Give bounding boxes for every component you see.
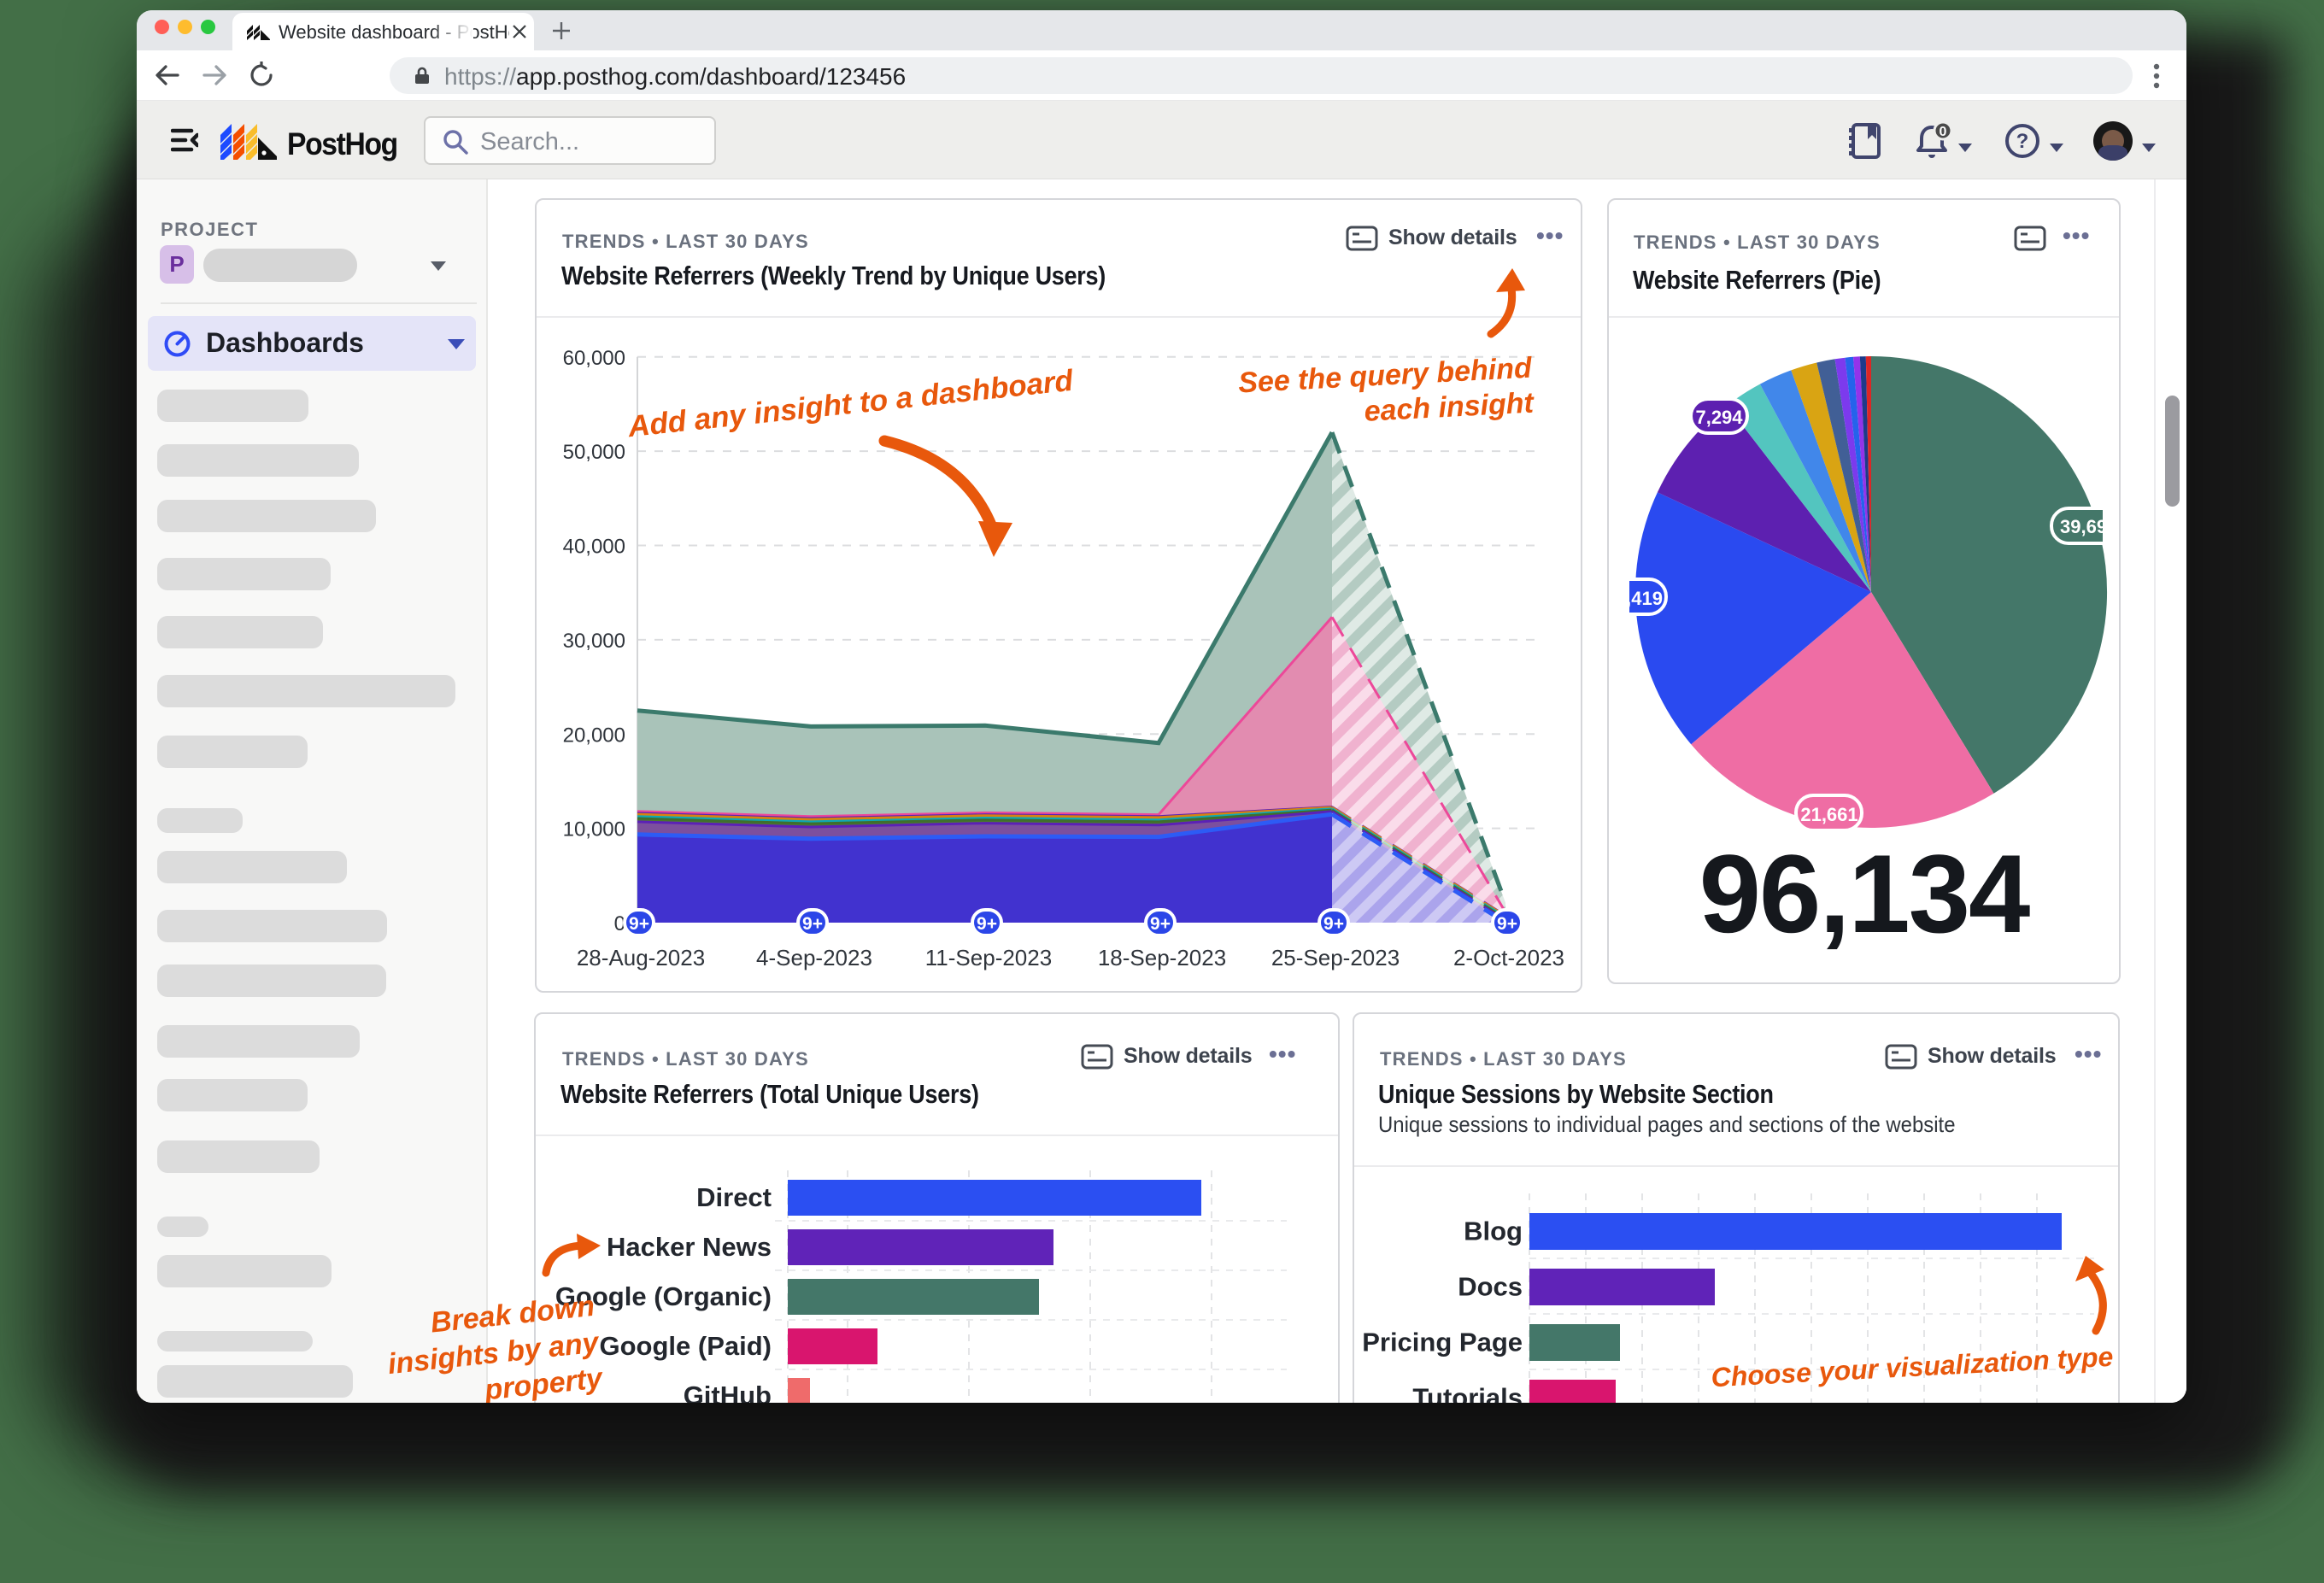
svg-text:21,661: 21,661: [1800, 804, 1857, 825]
svg-text:30,000: 30,000: [563, 630, 625, 653]
svg-text:40,000: 40,000: [563, 536, 625, 559]
svg-text:Pricing Page: Pricing Page: [1362, 1328, 1523, 1357]
svg-text:9+: 9+: [629, 914, 649, 934]
svg-text:0: 0: [614, 912, 625, 935]
svg-text:GitHub: GitHub: [684, 1381, 772, 1403]
svg-text:20,000: 20,000: [563, 724, 625, 747]
svg-text:9+: 9+: [802, 914, 823, 934]
svg-text:28-Aug-2023: 28-Aug-2023: [577, 945, 705, 970]
svg-text:7,294: 7,294: [1695, 407, 1743, 428]
svg-text:10,000: 10,000: [563, 818, 625, 841]
svg-text:17,419: 17,419: [1609, 588, 1663, 609]
svg-text:Google (Paid): Google (Paid): [600, 1331, 772, 1361]
svg-text:9+: 9+: [977, 914, 997, 934]
svg-text:50,000: 50,000: [563, 441, 625, 464]
svg-text:?: ?: [2016, 130, 2029, 153]
svg-text:0: 0: [1940, 125, 1947, 139]
svg-text:2-Oct-2023: 2-Oct-2023: [1453, 945, 1564, 970]
svg-text:Hacker News: Hacker News: [607, 1232, 772, 1262]
svg-text:60,000: 60,000: [563, 347, 625, 370]
svg-text:9+: 9+: [1150, 914, 1171, 934]
svg-text:Blog: Blog: [1464, 1217, 1523, 1246]
svg-text:11-Sep-2023: 11-Sep-2023: [925, 945, 1052, 970]
svg-text:Google (Organic): Google (Organic): [555, 1281, 772, 1311]
svg-text:Tutorials: Tutorials: [1412, 1383, 1523, 1404]
svg-text:Direct: Direct: [696, 1182, 772, 1212]
svg-text:4-Sep-2023: 4-Sep-2023: [756, 945, 872, 970]
svg-text:Docs: Docs: [1458, 1272, 1523, 1302]
svg-text:39,698: 39,698: [2060, 516, 2117, 537]
svg-text:25-Sep-2023: 25-Sep-2023: [1271, 945, 1400, 970]
svg-text:9+: 9+: [1497, 914, 1517, 934]
svg-text:9+: 9+: [1323, 914, 1344, 934]
svg-text:18-Sep-2023: 18-Sep-2023: [1098, 945, 1226, 970]
